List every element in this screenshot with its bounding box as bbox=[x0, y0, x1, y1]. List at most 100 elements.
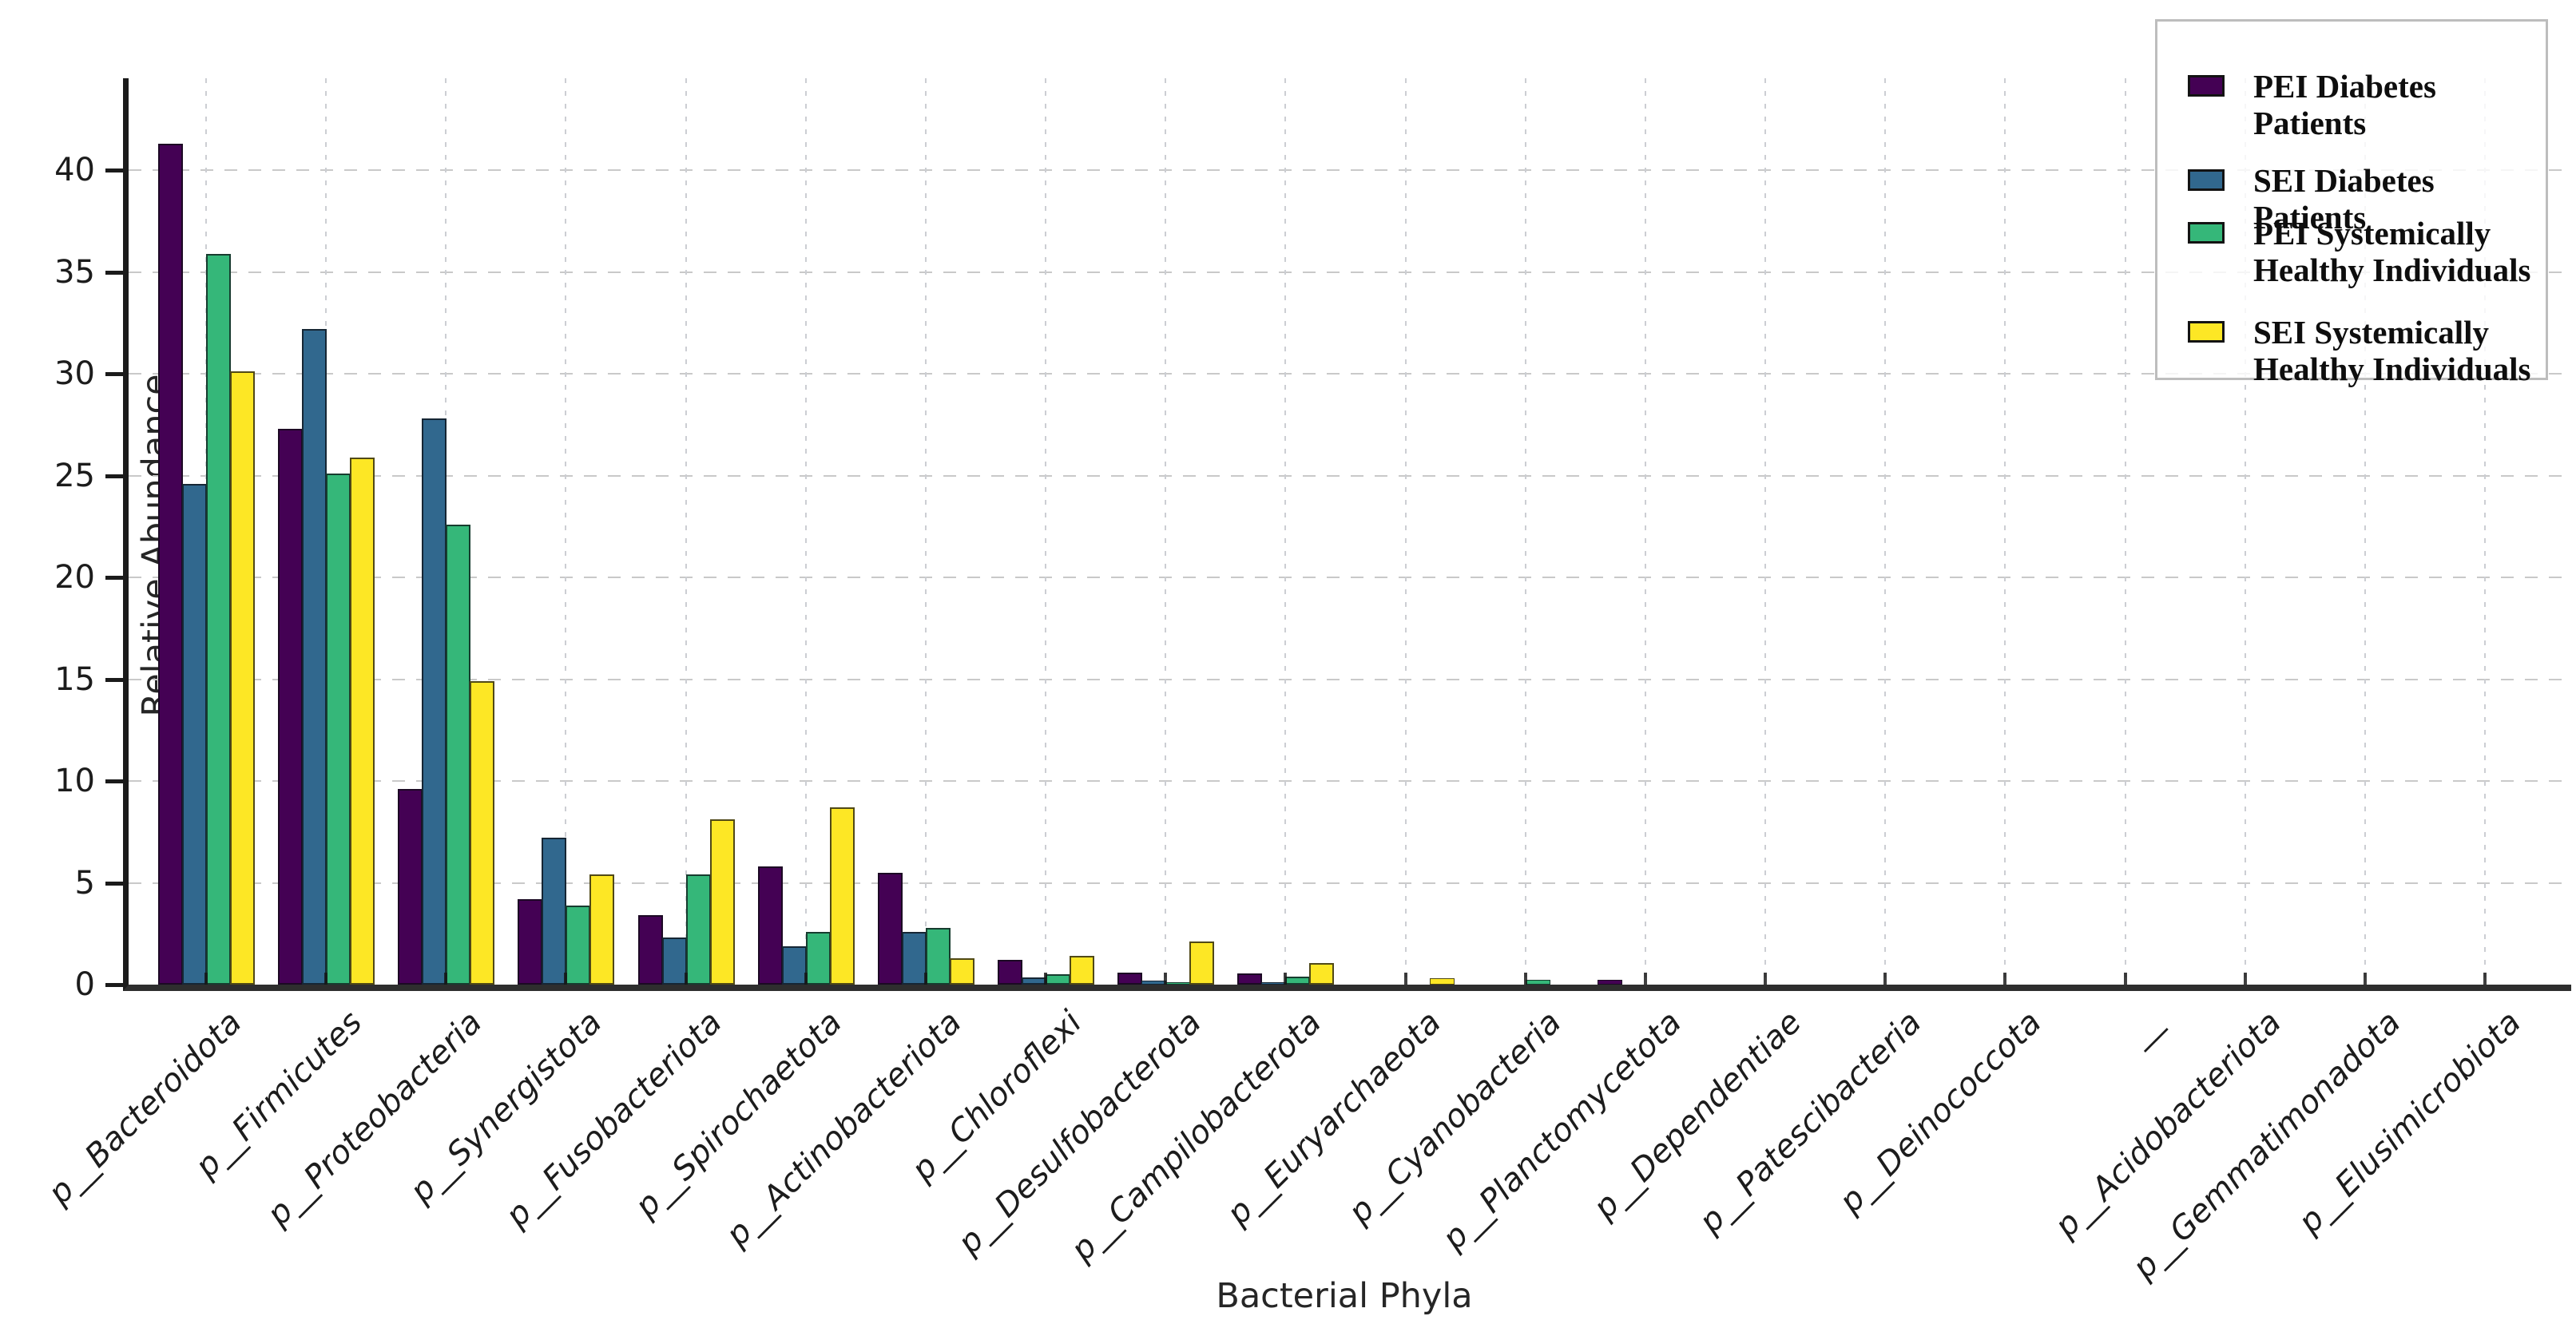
bar bbox=[1261, 982, 1287, 985]
legend-item-label: PEI Systemically Healthy Individuals bbox=[2253, 215, 2531, 288]
bar bbox=[998, 960, 1023, 985]
x-tick-mark bbox=[324, 973, 328, 985]
legend-item-label: SEI Diabetes Patients bbox=[2253, 162, 2435, 236]
bar bbox=[1165, 982, 1191, 985]
v-gridline bbox=[804, 78, 807, 985]
legend-item: PEI Systemically Healthy Individuals bbox=[2188, 215, 2530, 288]
v-gridline bbox=[2244, 78, 2246, 985]
y-tick-mark bbox=[105, 983, 123, 987]
bar bbox=[1189, 941, 1215, 985]
v-gridline bbox=[1165, 78, 1167, 985]
x-tick-mark bbox=[2243, 973, 2247, 985]
y-tick-label: 5 bbox=[74, 864, 95, 902]
y-tick-mark bbox=[105, 168, 123, 172]
x-tick-label: p__Patescibacteria bbox=[1692, 1004, 1929, 1241]
bar bbox=[206, 254, 231, 985]
bar bbox=[158, 144, 183, 985]
x-tick-mark bbox=[1403, 973, 1407, 985]
v-gridline bbox=[1045, 78, 1047, 985]
bar bbox=[1309, 963, 1335, 985]
y-tick-mark bbox=[105, 474, 123, 478]
v-gridline bbox=[1764, 78, 1767, 985]
bar bbox=[518, 899, 543, 985]
bar bbox=[230, 371, 255, 985]
h-gridline bbox=[129, 169, 2571, 171]
y-tick-label: 40 bbox=[54, 152, 95, 188]
x-tick-mark bbox=[2363, 973, 2367, 985]
plot-area: 0 5 10 15 20 25 30 35 40 p__Bacteroidota p__Firmic… bbox=[42, 78, 2571, 1286]
x-tick-label: p__Planctomycetota bbox=[1435, 1004, 1689, 1258]
x-axis-title: Bacterial Phyla bbox=[1216, 1276, 1473, 1316]
y-tick-mark bbox=[105, 372, 123, 376]
bar bbox=[901, 932, 927, 985]
v-gridline bbox=[2124, 78, 2126, 985]
bar bbox=[1046, 974, 1071, 985]
y-tick-label: 35 bbox=[54, 253, 95, 291]
bar bbox=[1525, 980, 1550, 985]
x-tick-mark bbox=[1164, 973, 1168, 985]
bar bbox=[398, 789, 423, 985]
v-gridline bbox=[1884, 78, 1887, 985]
y-tick-mark bbox=[105, 779, 123, 783]
v-gridline bbox=[685, 78, 687, 985]
y-tick-mark bbox=[105, 677, 123, 682]
bar bbox=[589, 874, 615, 985]
x-tick-mark bbox=[804, 973, 808, 985]
y-tick-label: 25 bbox=[54, 457, 95, 494]
bar bbox=[877, 873, 903, 985]
v-gridline bbox=[2364, 78, 2366, 985]
x-tick-mark bbox=[2483, 973, 2487, 985]
legend-item: PEI Diabetes Patients bbox=[2188, 68, 2546, 141]
bar bbox=[661, 938, 687, 985]
x-tick-mark bbox=[1523, 973, 1527, 985]
bar bbox=[278, 429, 304, 985]
bar bbox=[302, 329, 327, 985]
v-gridline bbox=[1524, 78, 1526, 985]
v-gridline bbox=[924, 78, 927, 985]
x-tick-mark bbox=[1284, 973, 1288, 985]
x-tick-mark bbox=[204, 973, 208, 985]
y-tick-mark bbox=[105, 881, 123, 886]
h-gridline bbox=[129, 577, 2571, 578]
x-tick-label: p__Euryarchaeota bbox=[1220, 1004, 1449, 1233]
h-gridline bbox=[129, 882, 2571, 884]
legend-item: SEI Systemically Healthy Individuals bbox=[2188, 314, 2530, 387]
y-tick-mark bbox=[105, 576, 123, 580]
x-tick-label: p__Proteobacteria bbox=[260, 1004, 490, 1233]
bar bbox=[1429, 978, 1455, 985]
bar bbox=[685, 874, 711, 985]
h-gridline bbox=[129, 678, 2571, 680]
bar bbox=[949, 958, 974, 985]
x-tick-mark bbox=[2123, 973, 2127, 985]
v-gridline bbox=[2484, 78, 2487, 985]
x-tick-label: p__Actinobacteriota bbox=[719, 1004, 969, 1254]
bar bbox=[1285, 977, 1311, 985]
legend-swatch bbox=[2188, 321, 2225, 343]
x-tick-label: p__Spirochaetota bbox=[628, 1004, 849, 1225]
bar bbox=[829, 807, 855, 985]
x-tick-mark bbox=[1643, 973, 1647, 985]
x-tick-label: p__Fusobacteriota bbox=[498, 1004, 729, 1235]
bar bbox=[709, 819, 735, 985]
x-tick-label: p__Acidobacteriota bbox=[2047, 1004, 2288, 1245]
bar bbox=[805, 932, 831, 985]
h-gridline bbox=[129, 474, 2571, 477]
bar bbox=[326, 474, 351, 985]
y-tick-label: 20 bbox=[54, 559, 95, 596]
legend-item-label: PEI Diabetes Patients bbox=[2253, 68, 2436, 141]
x-tick-label: p__Dependentiae bbox=[1586, 1004, 1808, 1227]
bar bbox=[757, 866, 783, 985]
x-tick-label: p__Cyanobacteria bbox=[1341, 1004, 1569, 1231]
h-gridline bbox=[129, 780, 2571, 782]
bar bbox=[637, 915, 663, 985]
y-tick-label: 10 bbox=[54, 763, 95, 799]
bar bbox=[781, 946, 807, 985]
bar bbox=[422, 418, 447, 985]
h-gridline bbox=[129, 271, 2571, 273]
bar bbox=[182, 484, 207, 985]
y-tick-label: 30 bbox=[54, 355, 95, 392]
y-tick-label: 0 bbox=[74, 966, 95, 1003]
bar bbox=[446, 525, 471, 985]
bar bbox=[925, 928, 951, 985]
